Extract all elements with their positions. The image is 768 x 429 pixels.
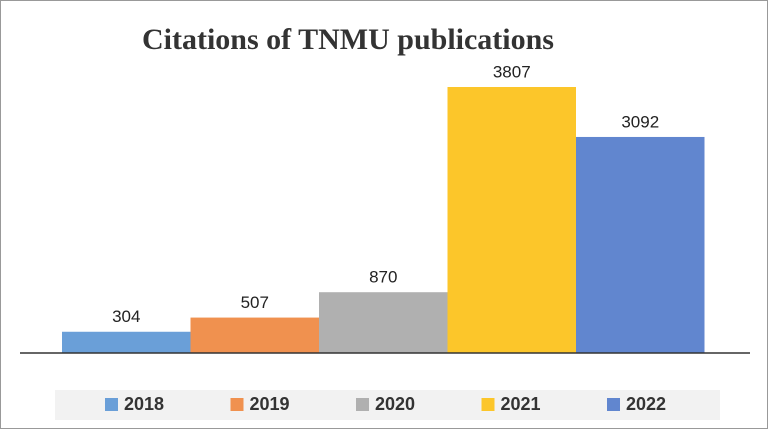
data-label: 3807 (493, 62, 531, 81)
legend-label: 2022 (626, 394, 666, 414)
legend-label: 2020 (375, 394, 415, 414)
bar (190, 317, 319, 353)
bar (319, 292, 448, 353)
legend-label: 2019 (250, 394, 290, 414)
data-label: 870 (369, 268, 397, 287)
legend-swatch (356, 398, 369, 411)
legend-swatch (607, 398, 620, 411)
data-label: 3092 (621, 112, 659, 131)
legend-swatch (481, 398, 495, 411)
bar (62, 331, 191, 353)
legend-label: 2021 (501, 394, 541, 414)
bar (576, 136, 705, 353)
legend-swatch (105, 398, 118, 411)
legend-label: 2018 (124, 394, 164, 414)
legend-swatch (230, 398, 244, 411)
data-label: 507 (241, 293, 269, 312)
bar (447, 87, 576, 353)
chart-title: Citations of TNMU publications (142, 23, 554, 56)
data-label: 304 (112, 307, 140, 326)
